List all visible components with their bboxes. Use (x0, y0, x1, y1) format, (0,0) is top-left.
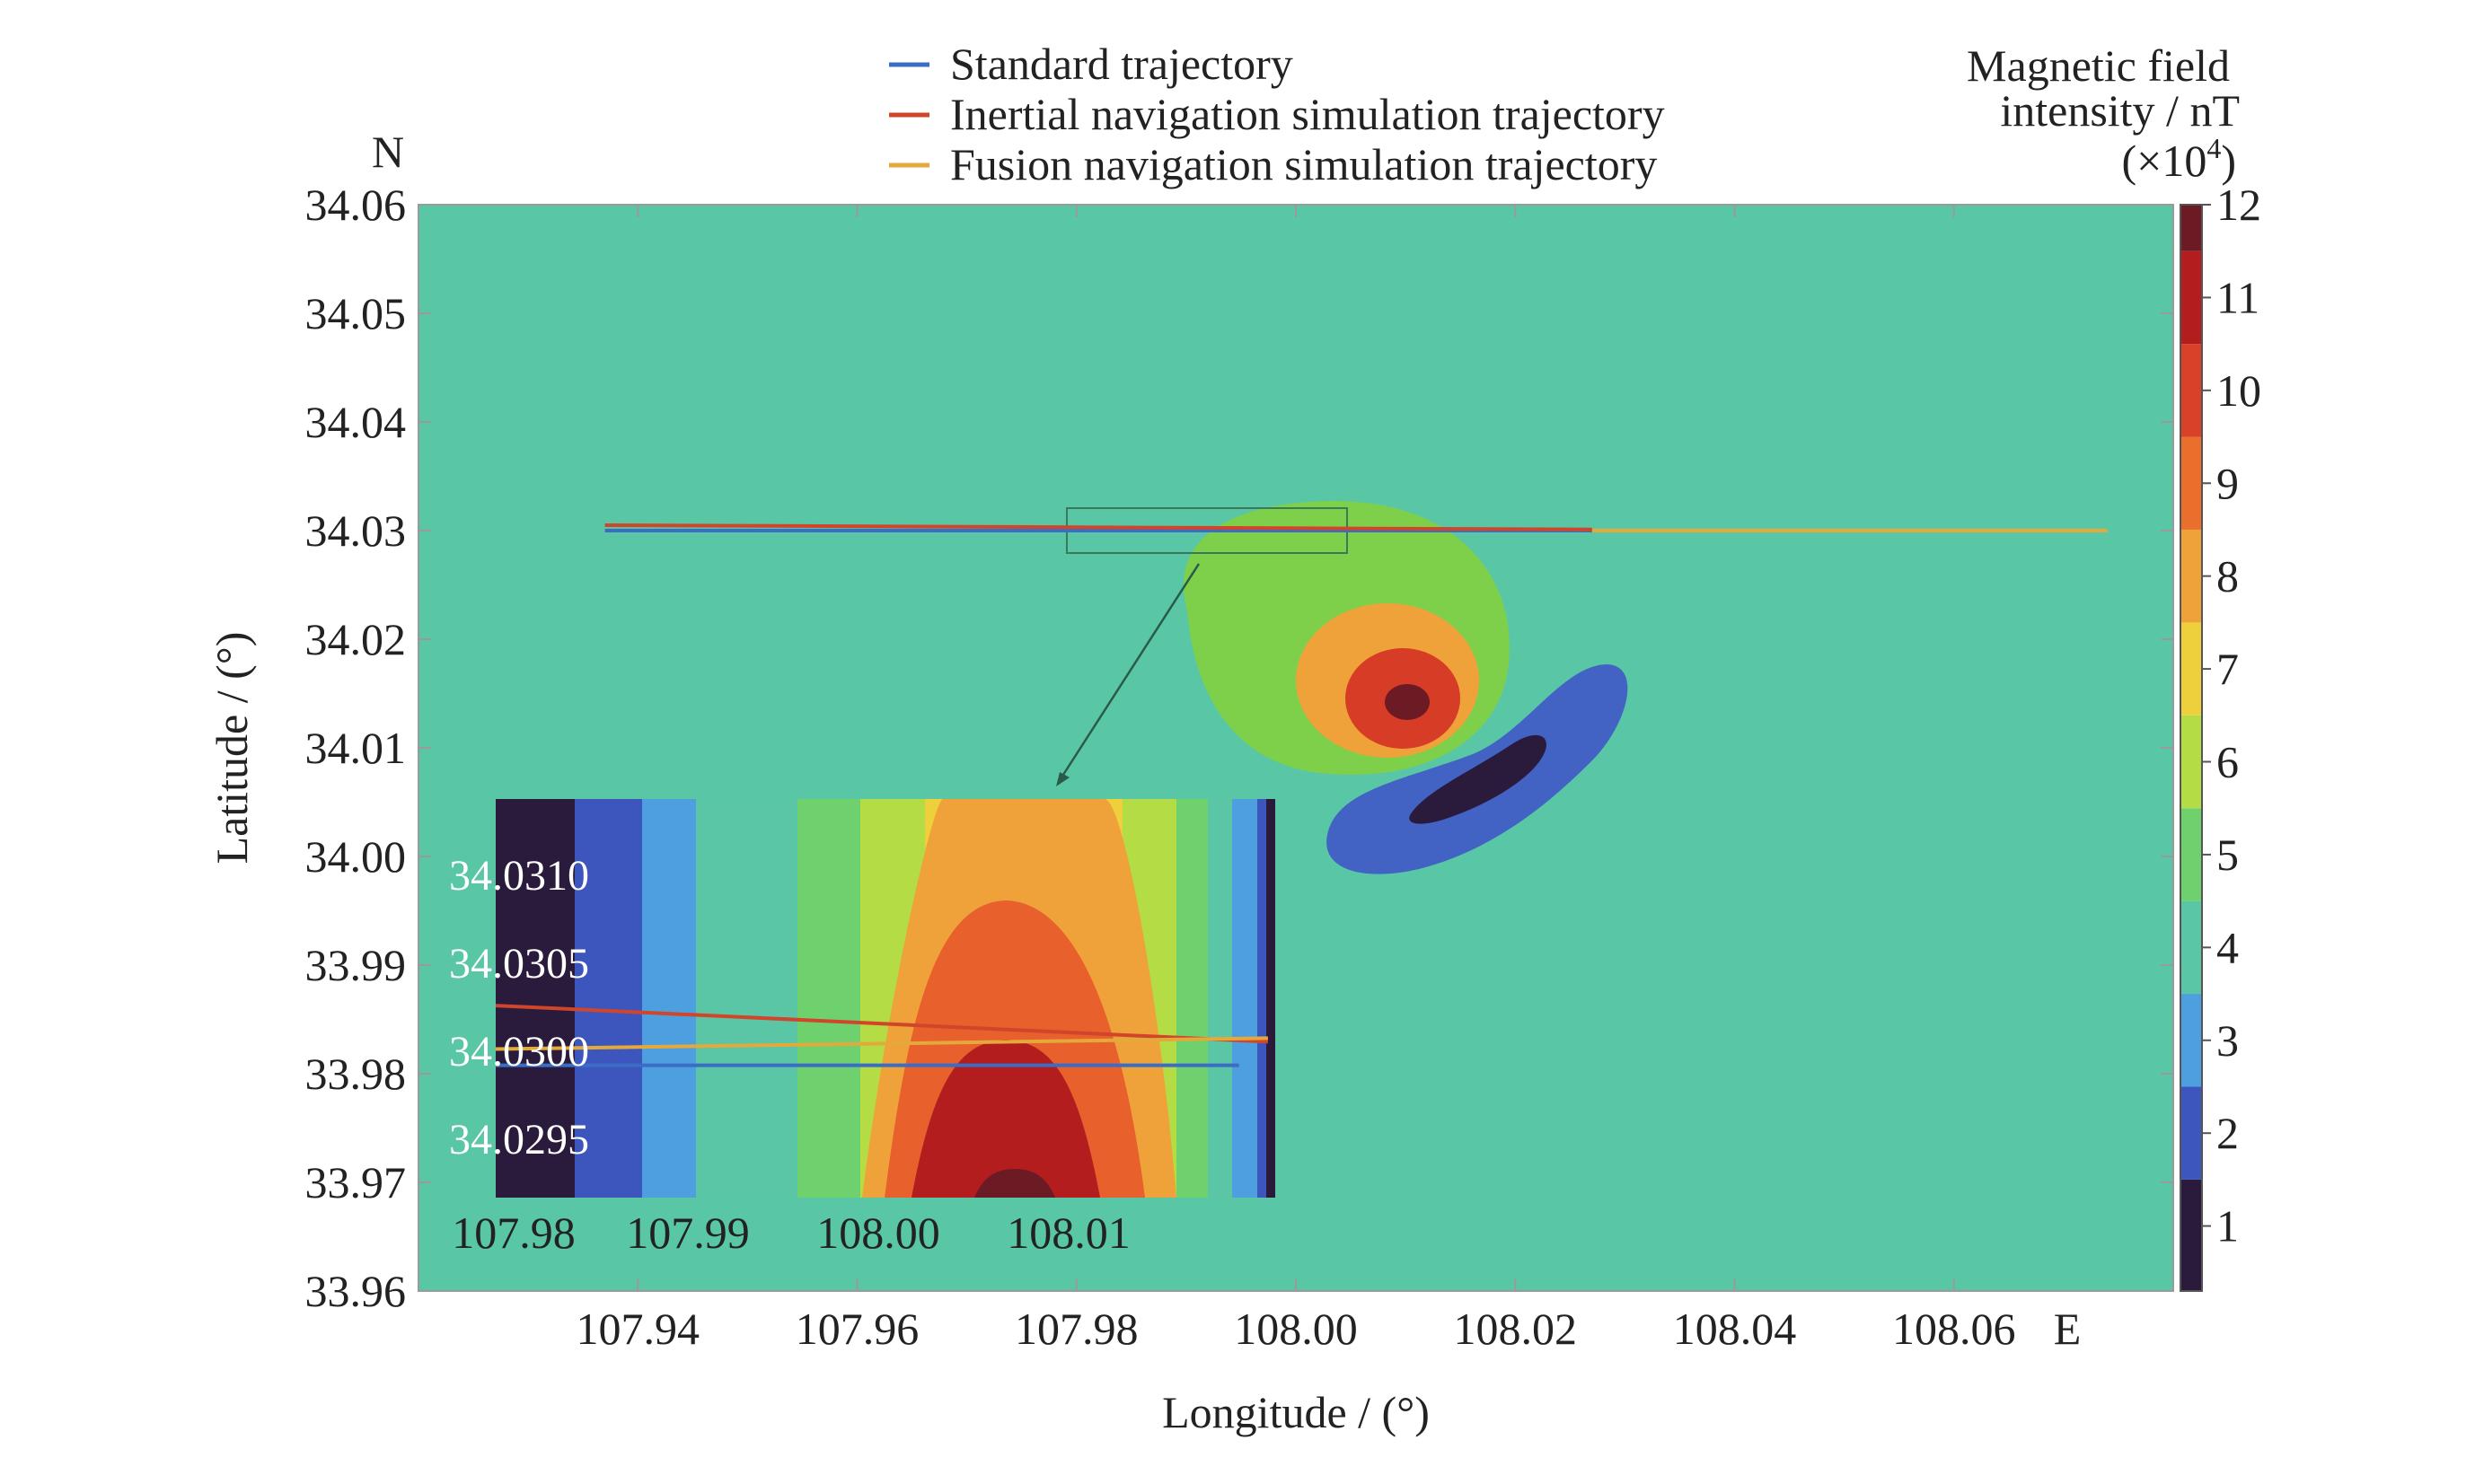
inset-band (1208, 799, 1232, 1198)
inset-x-tick-label: 107.98 (452, 1207, 576, 1258)
legend-label-fusion: Fusion navigation simulation trajectory (950, 139, 1657, 189)
series-line-1 (604, 522, 1592, 531)
y-tick-label: 34.02 (305, 614, 407, 664)
inset-band (1232, 799, 1257, 1198)
colorbar-scale: (×104) (2121, 132, 2236, 186)
y-tick-label: 33.97 (305, 1157, 407, 1207)
y-tick-label: 34.00 (305, 831, 407, 882)
x-tick-label: 107.96 (796, 1304, 920, 1354)
colorbar-tick-label: 10 (2216, 365, 2261, 416)
x-tick-label: 108.06 (1892, 1304, 2016, 1354)
inset-y-tick-label: 34.0300 (449, 1028, 589, 1076)
colorbar-title-line1: Magnetic field (1967, 40, 2230, 91)
colorbar-tick-label: 2 (2216, 1108, 2239, 1158)
inset-x-tick-label: 108.00 (816, 1207, 940, 1258)
colorbar-tick-label: 7 (2216, 644, 2239, 694)
inset-band (642, 799, 696, 1198)
inset-band (1176, 799, 1208, 1198)
field-contour-level12 (1385, 684, 1430, 720)
x-direction-label: E (2054, 1304, 2082, 1354)
y-axis-label: Latitude / (°) (207, 632, 257, 865)
colorbar-block (2180, 1086, 2202, 1180)
x-axis-label: Longitude / (°) (1162, 1387, 1430, 1437)
x-tick-label: 108.00 (1234, 1304, 1358, 1354)
y-axis: 33.96 33.97 33.98 33.99 34.00 34.01 34.02 34.03… (305, 180, 2173, 1316)
colorbar-tick-label: 8 (2216, 551, 2239, 602)
colorbar-block (2180, 344, 2202, 437)
colorbar-title-line2: intensity / nT (2000, 85, 2240, 136)
colorbar-tick-label: 9 (2216, 458, 2239, 508)
colorbar-block (2180, 715, 2202, 809)
colorbar-block (2180, 529, 2202, 623)
y-tick-label: 34.06 (305, 180, 407, 230)
field-contour-level1 (1409, 734, 1546, 824)
colorbar-frame (2180, 204, 2203, 1292)
y-tick-label: 33.96 (305, 1266, 407, 1316)
colorbar-tick-label: 11 (2216, 272, 2259, 322)
inset-series-line-1 (496, 1004, 1269, 1044)
colorbar-block (2180, 622, 2202, 716)
x-tick-label: 108.04 (1673, 1304, 1797, 1354)
zoom-arrow (1060, 563, 1201, 778)
colorbar-tick-label: 4 (2216, 922, 2239, 972)
y-tick-label: 34.01 (305, 723, 407, 773)
colorbar-block (2180, 436, 2202, 530)
x-tick-label: 108.02 (1454, 1304, 1578, 1354)
inset-band (575, 799, 642, 1198)
inset-zoom: 107.98 107.99 108.00 108.01 34.0310 34.0305 3… (449, 799, 1275, 1258)
y-tick-label: 34.04 (305, 397, 407, 447)
legend-label-standard: Standard trajectory (950, 39, 1293, 89)
inset-band (696, 799, 797, 1198)
colorbar-tick-label: 3 (2216, 1015, 2239, 1066)
y-direction-label: N (372, 127, 404, 177)
legend: Standard trajectory Inertial navigation … (889, 39, 1665, 189)
colorbar-block (2180, 1179, 2202, 1291)
colorbar-tick-label: 1 (2216, 1201, 2239, 1251)
inset-contour-level11 (912, 1040, 1100, 1198)
colorbar-tick-label: 12 (2216, 180, 2261, 230)
colorbar-tick-label: 5 (2216, 830, 2239, 880)
inset-y-tick-label: 34.0310 (449, 852, 589, 900)
y-tick-label: 33.98 (305, 1049, 407, 1099)
legend-label-inertial: Inertial navigation simulation trajector… (950, 89, 1665, 139)
inset-y-tick-label: 34.0295 (449, 1116, 589, 1163)
zoom-arrowhead (1056, 772, 1070, 786)
colorbar-block (2180, 900, 2202, 995)
colorbar-block (2180, 205, 2202, 251)
x-axis: 107.94 107.96 107.98 108.00 108.02 108.04 108.… (577, 205, 2016, 1354)
colorbar: Magnetic field intensity / nT (×104) 123… (1967, 40, 2261, 1292)
inset-band (496, 799, 575, 1198)
inset-x-tick-label: 107.99 (626, 1207, 750, 1258)
colorbar-tick-label: 6 (2216, 737, 2239, 787)
inset-band (797, 799, 860, 1198)
inset-band-edge (1266, 799, 1275, 1198)
colorbar-block (2180, 250, 2202, 345)
inset-contour-level12 (974, 1169, 1055, 1198)
colorbar-block (2180, 994, 2202, 1087)
y-tick-label: 33.99 (305, 940, 407, 990)
inset-series-line-2 (496, 1036, 1268, 1051)
x-tick-label: 107.98 (1015, 1304, 1139, 1354)
colorbar-block (2180, 808, 2202, 901)
y-tick-label: 34.03 (305, 505, 407, 556)
inset-x-tick-label: 108.01 (1007, 1207, 1131, 1258)
y-tick-label: 34.05 (305, 288, 407, 338)
x-tick-label: 107.94 (577, 1304, 700, 1354)
inset-y-tick-label: 34.0305 (449, 940, 589, 988)
